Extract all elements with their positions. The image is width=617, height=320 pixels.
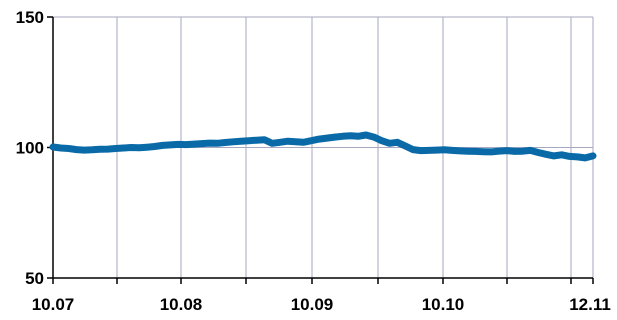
x-tick-label: 12.11 — [569, 295, 611, 314]
label-layer: 50 100 150 10.07 10.08 10.09 10.10 12.11 — [16, 8, 611, 314]
x-tick-label: 10.10 — [422, 295, 465, 314]
x-tick-label: 10.09 — [291, 295, 334, 314]
y-tick-label: 50 — [25, 269, 44, 288]
series-layer — [49, 131, 597, 162]
x-tick-label: 10.08 — [160, 295, 203, 314]
series-line — [49, 131, 597, 162]
y-tick-label: 100 — [16, 139, 44, 158]
y-tick-label: 150 — [16, 8, 44, 27]
x-tick-label: 10.07 — [32, 295, 75, 314]
